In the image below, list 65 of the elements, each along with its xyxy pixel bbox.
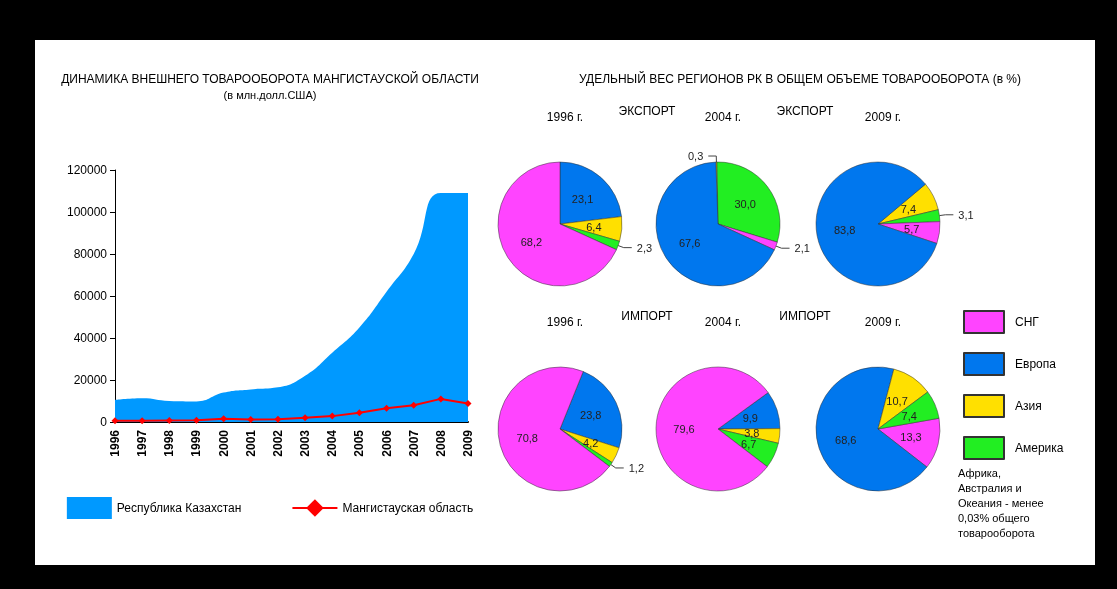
- x-tick-label: 2001: [243, 429, 258, 457]
- data-label: 6,7: [741, 437, 757, 450]
- data-label: 1,2: [628, 461, 645, 474]
- text: УДЕЛЬНЫЙ ВЕС РЕГИОНОВ РК В ОБЩЕМ ОБЪЕМЕ ТОВАРООБОРОТА (в %): [578, 71, 1022, 86]
- data-label: 83,8: [833, 224, 856, 237]
- x-tick-label: 2007: [406, 429, 421, 457]
- data-label: 68,2: [520, 236, 543, 249]
- y-tick-label: 60000: [73, 289, 108, 303]
- chart-subtitle: ИМПОРТ: [621, 309, 674, 323]
- text: Африка, Австралия и Океания - менее 0,03% общего товарооборота: [958, 466, 1047, 539]
- x-tick-label: 2005: [352, 429, 367, 457]
- data-label: 9,9: [742, 412, 758, 425]
- y-tick-label: 120000: [66, 163, 108, 177]
- data-label: 2,3: [636, 241, 653, 254]
- data-label: 79,6: [673, 422, 695, 435]
- legend-label: Азия: [1015, 399, 1042, 413]
- data-label: 13,3: [900, 431, 922, 444]
- data-label: 7,4: [900, 202, 917, 215]
- x-tick-label: 1998: [162, 429, 177, 457]
- x-tick-label: 1999: [189, 429, 204, 457]
- chart-title: 2004 г.: [704, 110, 742, 124]
- x-tick-label: 2006: [379, 429, 394, 457]
- x-tick-label: 1996: [108, 429, 122, 457]
- data-label: 3,1: [958, 208, 974, 221]
- x-tick-label: 2009: [461, 429, 475, 457]
- data-label: 3,8: [744, 426, 760, 439]
- x-tick-label: 2000: [216, 429, 231, 457]
- data-label: 10,7: [886, 394, 908, 407]
- chart-subtitle: (в млн.долл.США): [223, 88, 317, 101]
- legend-label: Европа: [1015, 357, 1057, 371]
- data-label: 2,1: [794, 242, 810, 255]
- x-tick-label: 2003: [298, 429, 313, 457]
- data-label: 70,8: [516, 432, 538, 445]
- data-label: 67,6: [679, 236, 701, 249]
- chart-title: 2004 г.: [704, 315, 742, 329]
- legend-label: Республика Казахстан: [116, 501, 242, 515]
- data-label: 68,6: [835, 433, 857, 446]
- data-label: 6,4: [586, 220, 602, 233]
- y-tick-label: 0: [100, 415, 108, 429]
- legend-label: Мангистауская область: [342, 501, 474, 515]
- y-tick-label: 80000: [73, 247, 108, 261]
- legend-label: СНГ: [1015, 315, 1040, 329]
- data-label: 4,2: [583, 437, 599, 450]
- x-tick-label: 2008: [433, 429, 448, 457]
- chart-title: 1996 г.: [546, 110, 584, 124]
- chart-title: 2009 г.: [864, 315, 902, 329]
- y-tick-label: 40000: [73, 331, 108, 345]
- y-tick-label: 100000: [66, 205, 108, 219]
- data-label: 23,1: [571, 192, 594, 205]
- chart-title: 2009 г.: [864, 110, 902, 124]
- y-tick-label: 20000: [73, 373, 108, 387]
- chart-title: 1996 г.: [546, 315, 584, 329]
- x-tick-label: 1997: [135, 429, 150, 457]
- data-label: 7,4: [901, 409, 917, 422]
- chart-subtitle: ЭКСПОРТ: [776, 104, 835, 118]
- x-tick-label: 2002: [270, 429, 285, 457]
- chart-subtitle: ЭКСПОРТ: [618, 104, 677, 118]
- data-label: 23,8: [580, 408, 602, 421]
- legend-label: Америка: [1015, 441, 1064, 455]
- data-label: 5,7: [904, 222, 920, 235]
- data-label: 30,0: [734, 197, 756, 210]
- text: ИМПОРТ: [779, 309, 832, 323]
- data-label: 0,3: [687, 150, 704, 163]
- x-tick-label: 2004: [325, 429, 340, 457]
- chart-title: ДИНАМИКА ВНЕШНЕГО ТОВАРООБОРОТА МАНГИСТАУСКОЙ ОБЛАСТИ: [61, 71, 479, 86]
